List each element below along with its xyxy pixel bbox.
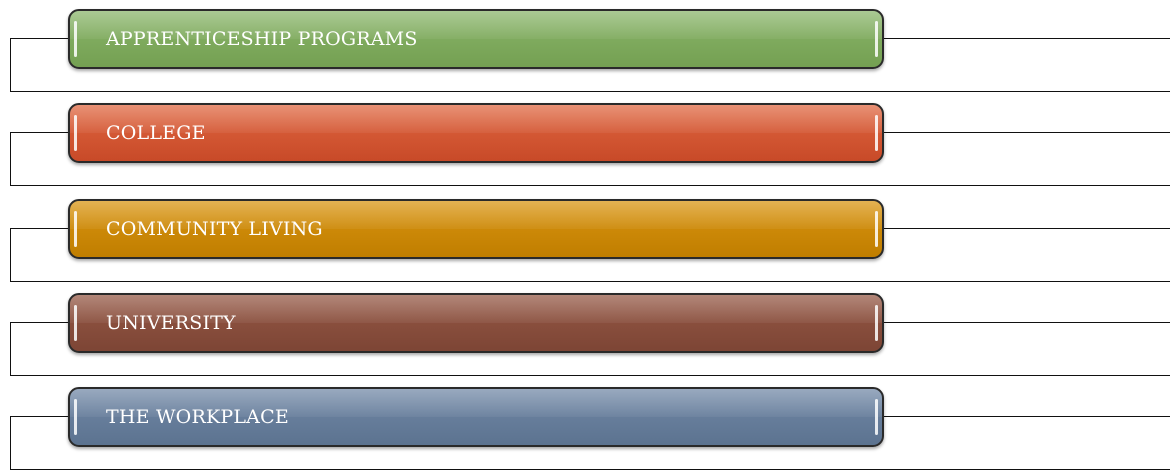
list-item: APPRENTICESHIP PROGRAMS [0,0,1170,92]
item-label: COLLEGE [106,122,206,144]
connector-line [10,322,11,376]
connector-line [884,38,1170,39]
connector-line [10,469,1170,470]
list-item: THE WORKPLACE [0,378,1170,470]
connector-line [884,132,1170,133]
connector-line [10,132,11,186]
connector-line [10,91,1170,92]
connector-line [11,38,69,39]
connector-line [11,132,69,133]
box-highlight [74,305,77,341]
box-highlight [875,115,878,151]
item-box-community-living: COMMUNITY LIVING [68,199,884,259]
connector-line [10,185,1170,186]
box-highlight [875,21,878,57]
item-box-university: UNIVERSITY [68,293,884,353]
connector-line [884,228,1170,229]
box-highlight [74,21,77,57]
item-label: APPRENTICESHIP PROGRAMS [106,28,418,50]
item-label: UNIVERSITY [106,312,236,334]
connector-line [10,228,11,282]
item-box-apprenticeship: APPRENTICESHIP PROGRAMS [68,9,884,69]
connector-line [10,375,1170,376]
item-label: THE WORKPLACE [106,406,289,428]
item-box-college: COLLEGE [68,103,884,163]
box-highlight [74,399,77,435]
connector-line [10,38,11,92]
list-item: UNIVERSITY [0,284,1170,376]
list-item: COLLEGE [0,94,1170,186]
connector-line [884,416,1170,417]
connector-line [10,416,11,470]
connector-line [11,228,69,229]
connector-line [11,416,69,417]
connector-line [884,322,1170,323]
box-highlight [875,305,878,341]
box-highlight [74,211,77,247]
item-label: COMMUNITY LIVING [106,218,323,240]
list-item: COMMUNITY LIVING [0,190,1170,282]
box-highlight [875,211,878,247]
connector-line [11,322,69,323]
connector-line [10,281,1170,282]
box-highlight [875,399,878,435]
item-box-workplace: THE WORKPLACE [68,387,884,447]
box-highlight [74,115,77,151]
